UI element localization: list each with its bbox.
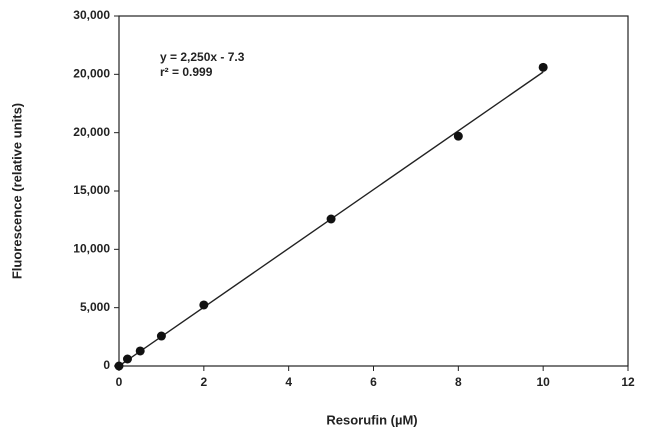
annotation: y = 2,250x - 7.3 [160,50,245,64]
data-point [114,361,124,371]
x-tick-label: 6 [370,375,377,389]
y-tick-label: 10,000 [73,242,110,256]
data-point [453,131,463,141]
y-tick-label: 0 [103,358,110,372]
data-point [538,62,548,72]
y-tick-label: 15,000 [73,183,110,197]
y-tick-label: 20,000 [73,67,110,81]
x-tick-label: 12 [621,375,635,389]
data-point [199,300,209,310]
x-tick-label: 0 [116,375,123,389]
y-axis-label: Fluorescence (relative units) [9,103,24,279]
x-tick-label: 2 [200,375,207,389]
x-tick-label: 10 [536,375,550,389]
y-tick-label: 20,000 [73,125,110,139]
data-point [135,346,145,356]
data-point [326,214,336,224]
annotation: r² = 0.999 [160,65,213,79]
x-tick-label: 8 [455,375,462,389]
y-tick-label: 5,000 [80,300,110,314]
y-tick-label: 30,000 [73,8,110,22]
x-tick-label: 4 [285,375,292,389]
data-point [122,354,132,364]
x-axis-label: Resorufin (µM) [326,412,417,427]
data-point [156,331,166,341]
